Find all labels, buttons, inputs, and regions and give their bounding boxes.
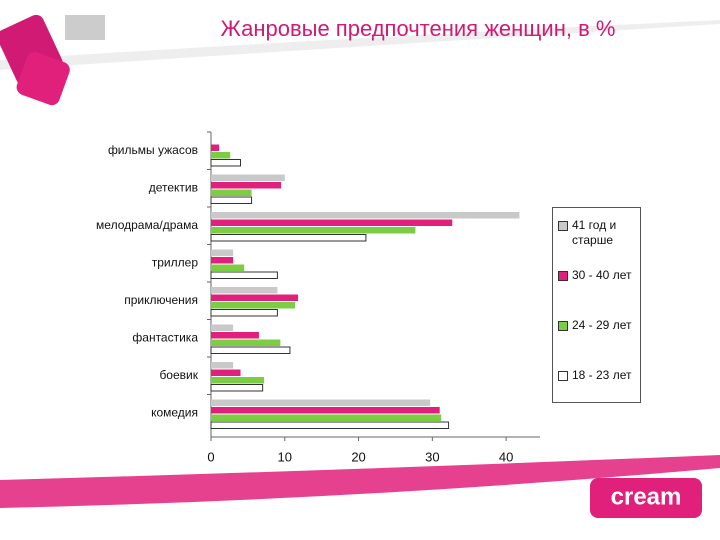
logo: cream (611, 483, 682, 510)
legend-swatch (558, 271, 568, 281)
x-tick-label: 0 (207, 449, 214, 464)
bar (211, 144, 220, 151)
bar (211, 219, 453, 226)
y-tick-label: фантастика (132, 330, 198, 344)
legend-swatch (558, 321, 568, 331)
bar (210, 234, 367, 242)
tube-cap (65, 15, 105, 40)
bar (210, 384, 264, 392)
bar (211, 324, 234, 331)
y-tick-label: комедия (151, 405, 198, 419)
legend-item: 24 - 29 лет (558, 318, 640, 333)
chart-title: Жанровые предпочтения женщин, в % (221, 16, 616, 41)
legend-item: 41 год и старше (558, 218, 640, 248)
y-tick-label: приключения (124, 293, 198, 307)
bar (210, 271, 278, 279)
x-tick-label: 10 (278, 449, 292, 464)
y-tick-label: триллер (152, 255, 199, 269)
bar (211, 377, 265, 384)
logo-box (590, 478, 702, 518)
bar (211, 174, 285, 181)
bar (211, 369, 241, 376)
legend-label: 30 - 40 лет (572, 268, 632, 282)
bar (211, 264, 245, 271)
legend-swatch (558, 371, 568, 381)
legend-label: 41 год и старше (572, 218, 617, 247)
y-tick-label: боевик (159, 368, 198, 382)
y-tick-label: детектив (149, 180, 198, 194)
bar (211, 302, 296, 309)
swoosh-top (0, 20, 720, 70)
bar (211, 257, 234, 264)
bar (211, 294, 299, 301)
x-tick-label: 20 (351, 449, 365, 464)
legend-swatch (558, 221, 568, 231)
paint-tube (16, 51, 70, 106)
x-tick-label: 40 (499, 449, 513, 464)
bar (211, 212, 520, 219)
bar (210, 421, 450, 429)
bar (211, 227, 416, 234)
bar (210, 309, 278, 317)
legend-label: 18 - 23 лет (572, 368, 632, 382)
bar (211, 182, 282, 189)
bar (211, 189, 252, 196)
bar (211, 152, 231, 159)
legend-item: 18 - 23 лет (558, 368, 640, 383)
bar (210, 346, 291, 354)
bar (211, 249, 234, 256)
bar (211, 332, 259, 339)
bar (211, 414, 442, 421)
legend-label: 24 - 29 лет (572, 318, 632, 332)
legend-item: 30 - 40 лет (558, 268, 640, 283)
bar (210, 159, 242, 167)
bar (211, 339, 281, 346)
legend: 41 год и старше 30 - 40 лет 24 - 29 лет 18 … (552, 207, 641, 403)
swoosh (0, 455, 720, 508)
bar (211, 362, 234, 369)
y-tick-label: фильмы ужасов (108, 143, 198, 157)
y-tick-label: мелодрама/драма (96, 218, 198, 232)
bar (211, 287, 278, 294)
x-tick-label: 30 (425, 449, 439, 464)
bar (211, 399, 431, 406)
bar (211, 407, 440, 414)
bar (210, 196, 253, 204)
